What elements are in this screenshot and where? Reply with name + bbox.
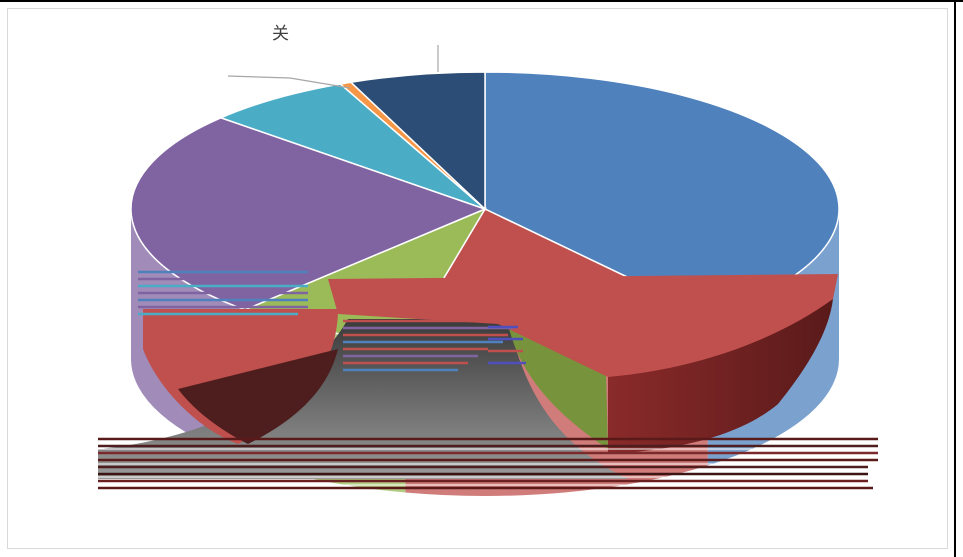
- leader-lines: [227, 45, 439, 89]
- render-artifacts: [98, 270, 878, 490]
- pie-slice-4: [218, 83, 486, 210]
- artifact-darkred-left: [178, 349, 338, 444]
- chart-area: 关: [7, 8, 948, 549]
- artifact-green-side: [508, 324, 608, 449]
- leader-line-guan: [227, 75, 351, 89]
- artifact-red-band: [328, 274, 838, 377]
- pie-slice-6: [349, 71, 486, 211]
- pie-chart: [98, 45, 878, 496]
- top-border-line: [0, 0, 963, 2]
- data-label-guan: 关: [272, 24, 289, 44]
- pie-slice-3: [130, 116, 488, 311]
- artifact-red-right: [608, 299, 833, 454]
- right-border-line: [954, 0, 956, 557]
